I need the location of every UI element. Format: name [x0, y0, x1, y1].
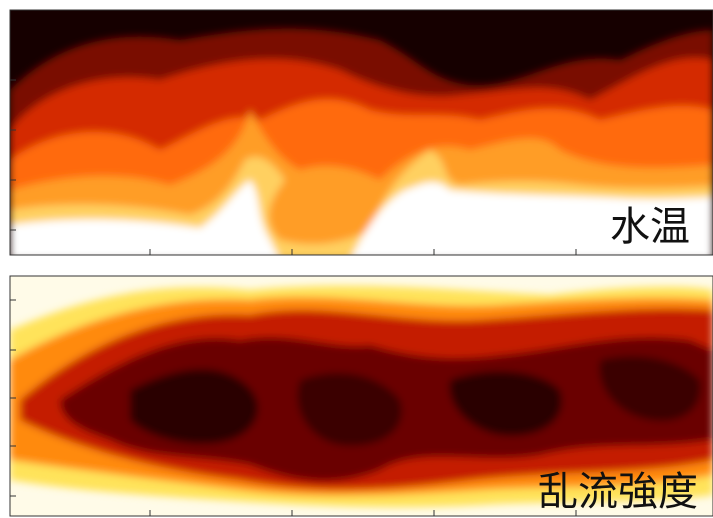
panel-label: 乱流強度 [538, 469, 698, 515]
ticks [10, 299, 577, 516]
panel-frame [9, 9, 713, 256]
panel-label: 水温 [610, 204, 690, 250]
turbulence-field [10, 276, 713, 516]
panel-frame [9, 275, 713, 517]
temperature-field [10, 10, 713, 255]
ticks [10, 79, 577, 255]
